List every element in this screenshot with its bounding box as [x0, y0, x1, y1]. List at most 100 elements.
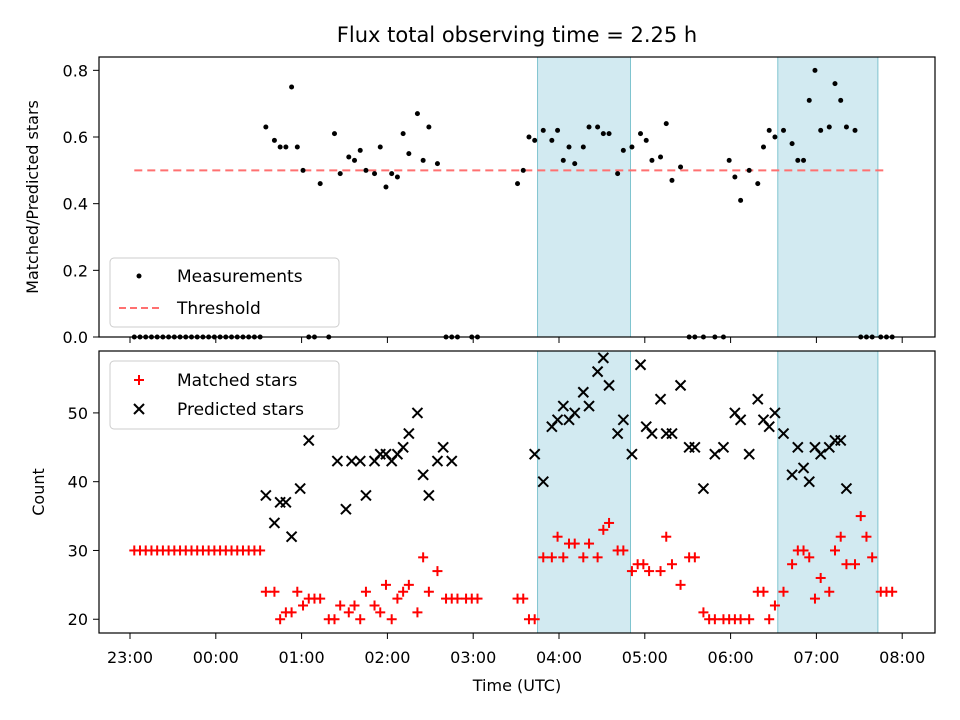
matched-star-point — [855, 511, 866, 522]
predicted-star-point — [646, 427, 658, 440]
bottom-legend: Matched stars Predicted stars — [109, 360, 340, 430]
predicted-star-point — [603, 379, 615, 392]
measurement-point — [434, 161, 440, 167]
matched-star-point — [778, 586, 789, 597]
matched-star-point — [298, 600, 309, 611]
measurement-point — [426, 124, 432, 130]
predicted-star-point — [268, 517, 281, 529]
matched-star-point — [787, 559, 798, 570]
top-band-1 — [537, 56, 631, 338]
predicted-star-point — [551, 414, 564, 426]
predicted-star-point — [437, 441, 449, 453]
matched-star-point — [758, 586, 769, 597]
measurement-point — [663, 121, 669, 127]
predicted-star-point — [597, 352, 610, 364]
bottom-y-tick-label: 20 — [68, 610, 88, 629]
measurement-point — [560, 157, 566, 163]
x-tick-label: 01:00 — [279, 648, 325, 667]
measurement-point — [586, 124, 592, 130]
measurement-point — [755, 181, 761, 187]
chart-title: Flux total observing time = 2.25 h — [337, 23, 697, 47]
measurement-point — [372, 171, 378, 177]
matched-star-point — [829, 545, 840, 556]
legend-threshold-label: Threshold — [176, 299, 261, 319]
measurement-point — [263, 124, 269, 130]
bottom-y-tick-label: 50 — [68, 404, 88, 423]
measurement-point — [383, 184, 389, 190]
measurement-point — [294, 144, 300, 150]
predicted-star-point — [697, 482, 710, 495]
measurement-point — [337, 171, 343, 177]
matched-star-point — [335, 600, 346, 611]
measurement-point — [289, 84, 295, 90]
matched-star-point — [329, 614, 340, 625]
matched-star-point — [666, 559, 677, 570]
matched-star-point — [269, 586, 280, 597]
predicted-star-point — [280, 496, 292, 509]
measurement-point — [746, 167, 752, 173]
predicted-star-point — [403, 427, 415, 440]
top-y-tick-label: 0.6 — [63, 128, 88, 147]
legend-measurements-marker — [136, 273, 142, 279]
predicted-star-point — [840, 482, 853, 495]
predicted-star-point — [294, 482, 306, 495]
bottom-y-tick-label: 30 — [68, 541, 88, 560]
matched-star-point — [255, 545, 266, 556]
matched-star-point — [392, 593, 403, 604]
matched-star-point — [558, 552, 569, 563]
measurement-point — [658, 154, 664, 160]
measurement-point — [795, 157, 801, 163]
matched-star-point — [423, 586, 434, 597]
matched-star-point — [592, 552, 603, 563]
measurement-point — [832, 81, 838, 87]
measurement-point — [555, 127, 561, 133]
measurement-point — [283, 144, 289, 150]
matched-star-point — [841, 559, 852, 570]
matched-star-point — [343, 607, 354, 618]
measurement-point — [781, 127, 787, 133]
measurement-point — [363, 167, 369, 173]
matched-star-point — [569, 538, 580, 549]
x-tick-label: 02:00 — [364, 648, 410, 667]
matched-star-point — [546, 552, 557, 563]
matched-star-point — [815, 572, 826, 583]
predicted-star-point — [340, 503, 352, 515]
matched-star-point — [398, 586, 409, 597]
predicted-star-point — [397, 441, 409, 453]
matched-star-point — [578, 552, 589, 563]
measurement-point — [331, 131, 337, 137]
top-plot-frame — [98, 56, 936, 338]
predicted-star-point — [689, 441, 701, 453]
predicted-star-point — [360, 489, 372, 502]
matched-star-point — [432, 566, 443, 577]
predicted-star-point — [285, 531, 298, 543]
predicted-star-point — [345, 455, 358, 467]
predicted-star-point — [417, 469, 429, 481]
matched-star-point — [355, 614, 366, 625]
measurement-point — [826, 124, 832, 130]
matched-star-point — [529, 614, 540, 625]
predicted-star-point — [557, 400, 569, 412]
matched-star-point — [698, 607, 709, 618]
measurement-point — [738, 197, 744, 203]
matched-star-point — [689, 552, 700, 563]
legend-predicted-marker — [133, 403, 145, 415]
x-tick-label: 06:00 — [708, 648, 754, 667]
predicted-star-point — [835, 434, 847, 447]
bottom-y-tick-label: 40 — [68, 473, 88, 492]
matched-star-point — [798, 545, 809, 556]
legend-matched-marker — [134, 375, 144, 385]
predicted-star-point — [734, 414, 747, 426]
x-tick-label: 07:00 — [793, 648, 839, 667]
predicted-star-point — [717, 441, 730, 453]
matched-star-point — [369, 600, 380, 611]
matched-star-point — [626, 566, 637, 577]
predicted-star-point — [577, 386, 590, 398]
measurement-point — [420, 157, 426, 163]
measurement-point — [300, 167, 306, 173]
matched-star-point — [735, 614, 746, 625]
predicted-star-point — [569, 407, 581, 419]
matched-star-point — [744, 614, 755, 625]
matched-star-point — [375, 607, 386, 618]
predicted-star-point — [743, 448, 755, 460]
